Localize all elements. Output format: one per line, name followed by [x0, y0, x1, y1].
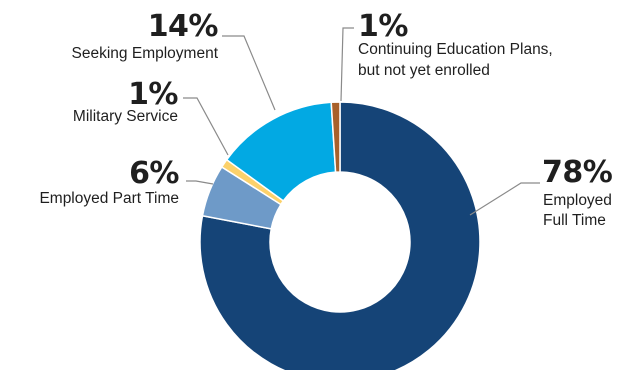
slices-group — [200, 102, 480, 370]
full-time-label-line2: Full Time — [543, 211, 606, 231]
leader-education — [341, 28, 354, 101]
full-time-pct: 78% — [542, 158, 612, 188]
part-time-pct: 6% — [129, 159, 179, 189]
military-label: Military Service — [73, 107, 178, 127]
military-pct: 1% — [128, 80, 178, 110]
leader-part-time — [186, 181, 213, 184]
education-pct: 1% — [358, 12, 408, 42]
seeking-label: Seeking Employment — [72, 44, 218, 64]
leader-military — [183, 98, 228, 155]
leader-full-time — [470, 183, 540, 215]
seeking-pct: 14% — [148, 12, 218, 42]
full-time-label-line1: Employed — [543, 191, 612, 211]
leader-seeking — [222, 36, 275, 110]
education-label-line2: but not yet enrolled — [358, 61, 490, 81]
education-label-line1: Continuing Education Plans, — [358, 40, 553, 60]
part-time-label: Employed Part Time — [39, 189, 179, 209]
